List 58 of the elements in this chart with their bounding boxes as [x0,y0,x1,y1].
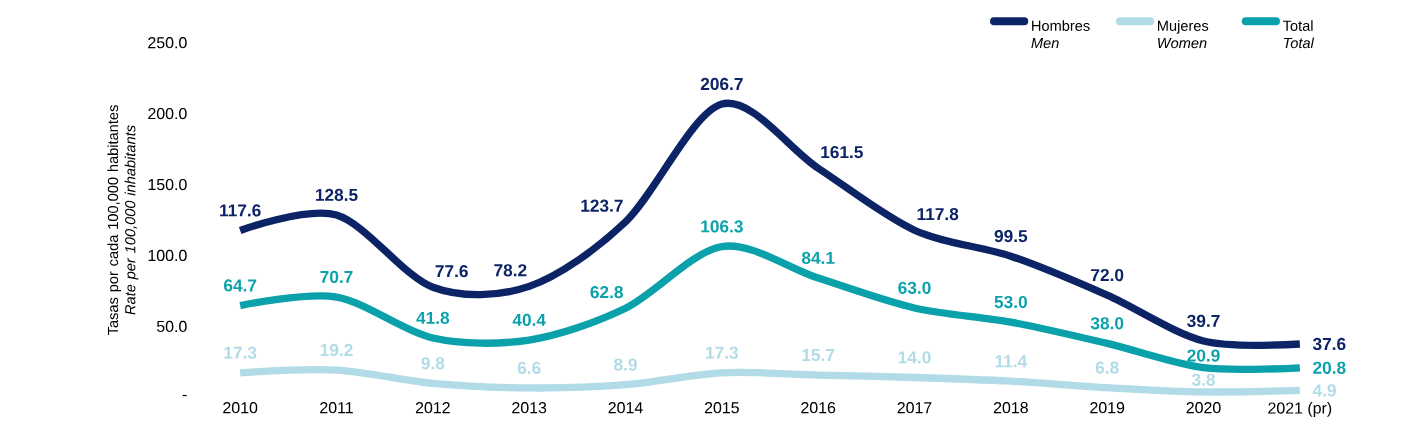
data-label: 14.0 [898,351,931,364]
data-label: 106.3 [701,220,743,233]
data-label: 64.7 [223,279,257,292]
x-tick-label: 2021 (pr) [1268,402,1332,417]
y-axis-title: Tasas por cada 100,000 habitantes Rate per 100,000 inhabitants [107,105,139,336]
x-tick-label: 2015 [704,402,739,414]
data-label: 72.0 [1091,268,1124,282]
data-label: 6.6 [517,361,541,374]
data-label: 53.0 [994,295,1027,309]
y-tick-label: 250.0 [148,37,187,49]
data-label: 78.2 [494,264,527,277]
data-label: 3.8 [1191,373,1215,386]
x-tick-label: 2011 [320,402,353,414]
legend-label: Mujeres Women [1157,20,1209,49]
data-label: 38.0 [1090,317,1124,330]
x-tick-label: 2012 [415,402,450,414]
data-label: 17.3 [224,346,257,359]
y-tick-label: 50.0 [156,320,187,333]
x-tick-label: 2017 [897,402,932,414]
data-label: 117.8 [917,207,959,221]
data-label: 84.1 [801,251,835,265]
legend-label: Hombres Men [1031,20,1090,49]
data-label: 20.8 [1313,361,1346,374]
y-tick-label: - [182,394,187,397]
x-tick-label: 2010 [223,402,258,414]
x-tick-label: 2018 [993,402,1028,414]
data-label: 62.8 [590,286,623,299]
data-label: 77.6 [435,265,468,278]
data-label: 63.0 [898,281,931,294]
data-label: 17.3 [706,346,739,359]
x-tick-label: 2019 [1090,402,1125,414]
y-tick-label: 150.0 [148,178,187,191]
data-label: 20.9 [1187,349,1220,362]
data-label: 206.7 [700,77,743,91]
data-label: 15.7 [802,349,835,362]
data-label: 70.7 [320,270,353,284]
data-label: 9.8 [421,357,445,370]
x-tick-label: 2020 [1186,402,1221,414]
data-label: 117.6 [220,204,261,217]
x-tick-label: 2014 [608,402,643,414]
y-tick-label: 200.0 [148,107,187,120]
data-label: 128.5 [315,188,358,202]
data-label: 8.9 [614,358,637,371]
x-tick-label: 2016 [801,402,836,414]
data-label: 99.5 [994,229,1028,243]
legend-label: Total Total [1282,20,1315,49]
data-label: 37.6 [1312,337,1346,351]
data-label: 4.9 [1312,384,1336,397]
data-label: 39.7 [1187,314,1220,328]
data-label: 161.5 [821,145,863,159]
data-label: 123.7 [581,199,623,212]
x-tick-label: 2013 [512,402,547,414]
data-label: 40.4 [512,313,546,327]
data-label: 11.4 [995,355,1028,368]
data-label: 6.8 [1095,361,1119,374]
data-label: 41.8 [416,311,450,325]
data-label: 19.2 [320,343,353,357]
y-tick-label: 100.0 [148,249,187,262]
